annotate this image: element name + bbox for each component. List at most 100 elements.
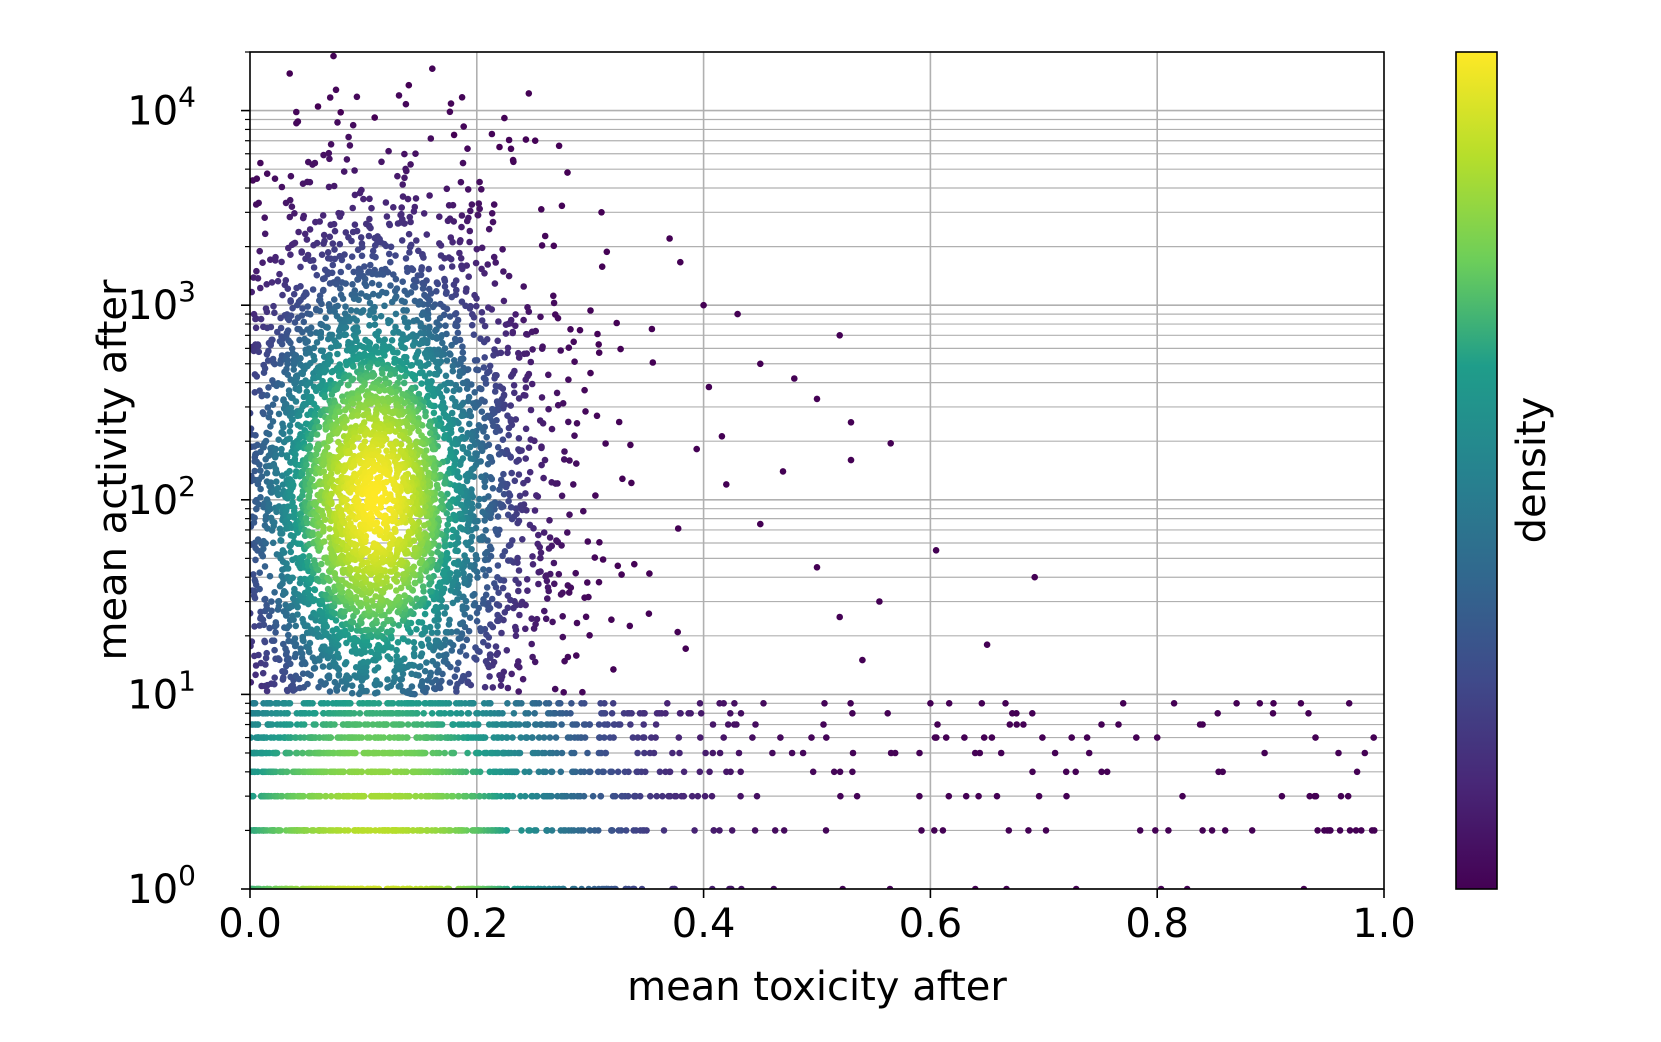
scatter-point — [307, 672, 314, 679]
scatter-point — [390, 204, 397, 211]
scatter-point — [321, 538, 328, 545]
scatter-point — [682, 645, 689, 652]
scatter-point — [314, 431, 321, 438]
scatter-point — [252, 700, 259, 707]
scatter-point — [320, 524, 327, 531]
scatter-point — [522, 626, 529, 633]
scatter-point — [436, 652, 443, 659]
scatter-point — [255, 349, 262, 356]
scatter-point — [1346, 700, 1353, 707]
scatter-point — [498, 630, 505, 637]
scatter-point — [432, 328, 439, 335]
scatter-point — [412, 150, 419, 157]
scatter-point — [511, 390, 518, 397]
scatter-point — [276, 271, 283, 278]
scatter-point — [821, 700, 828, 707]
scatter-point — [537, 314, 544, 321]
scatter-point — [331, 221, 338, 228]
scatter-point — [366, 233, 373, 240]
scatter-point — [546, 517, 553, 524]
scatter-point — [450, 527, 457, 534]
scatter-point — [677, 710, 684, 717]
scatter-point — [529, 553, 536, 560]
scatter-point — [429, 710, 436, 717]
scatter-point — [814, 564, 821, 571]
scatter-point — [257, 467, 264, 474]
scatter-point — [349, 205, 356, 212]
scatter-point — [649, 326, 656, 333]
scatter-point — [404, 268, 411, 275]
scatter-point — [984, 641, 991, 648]
scatter-point — [342, 280, 349, 287]
scatter-point — [401, 175, 408, 182]
scatter-point — [262, 231, 269, 238]
scatter-point — [592, 554, 599, 561]
scatter-point — [630, 734, 637, 741]
scatter-point — [354, 94, 361, 101]
scatter-point — [443, 629, 450, 636]
scatter-point — [305, 586, 312, 593]
scatter-point — [507, 402, 514, 409]
scatter-point — [506, 273, 513, 280]
scatter-point — [486, 567, 493, 574]
scatter-point — [428, 135, 435, 142]
scatter-point — [493, 643, 500, 650]
scatter-point — [309, 476, 316, 483]
scatter-point — [337, 213, 344, 220]
scatter-point — [465, 273, 472, 280]
scatter-point — [533, 492, 540, 499]
scatter-point — [393, 587, 400, 594]
scatter-point — [1261, 750, 1268, 757]
scatter-point — [1369, 827, 1376, 834]
scatter-point — [516, 435, 523, 442]
scatter-point — [287, 422, 294, 429]
scatter-point — [478, 474, 485, 481]
scatter-point — [615, 827, 622, 834]
scatter-point — [411, 645, 418, 652]
scatter-point — [433, 637, 440, 644]
scatter-point — [269, 279, 276, 286]
scatter-point — [526, 90, 533, 97]
scatter-point — [312, 665, 319, 672]
scatter-point — [571, 432, 578, 439]
scatter-point — [373, 617, 380, 624]
scatter-point — [374, 689, 381, 696]
scatter-point — [482, 323, 489, 330]
scatter-point — [399, 278, 406, 285]
scatter-point — [450, 388, 457, 395]
scatter-point — [595, 769, 602, 776]
scatter-point — [665, 793, 672, 800]
scatter-point — [463, 473, 470, 480]
scatter-point — [442, 322, 449, 329]
scatter-point — [689, 793, 696, 800]
scatter-point — [492, 388, 499, 395]
scatter-point — [282, 645, 289, 652]
scatter-point — [476, 206, 483, 213]
scatter-point — [354, 356, 361, 363]
scatter-point — [344, 156, 351, 163]
scatter-point — [602, 440, 609, 447]
scatter-point — [849, 710, 856, 717]
scatter-point — [330, 240, 337, 247]
scatter-point — [534, 541, 541, 548]
scatter-point — [734, 311, 741, 318]
scatter-point — [535, 569, 542, 576]
scatter-point — [709, 793, 716, 800]
scatter-point — [457, 524, 464, 531]
scatter-point — [464, 750, 471, 757]
scatter-point — [693, 446, 700, 453]
scatter-point — [590, 793, 597, 800]
scatter-point — [549, 426, 556, 433]
scatter-point — [531, 625, 538, 632]
scatter-point — [463, 652, 470, 659]
scatter-point — [510, 605, 517, 612]
scatter-point — [481, 517, 488, 524]
scatter-point — [518, 734, 525, 741]
scatter-point — [264, 170, 271, 177]
scatter-point — [387, 222, 394, 229]
scatter-point — [448, 750, 455, 757]
scatter-point — [530, 561, 537, 568]
scatter-point — [810, 769, 817, 776]
scatter-point — [405, 196, 412, 203]
scatter-point — [349, 281, 356, 288]
